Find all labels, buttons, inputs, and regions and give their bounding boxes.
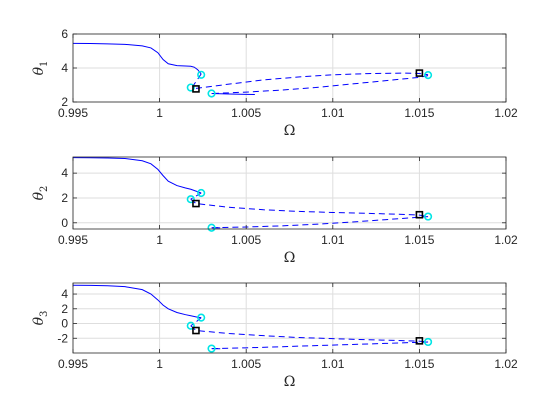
x-tick-label-4: 1.015 <box>404 233 434 247</box>
y-axis-label: θ2 <box>31 186 50 201</box>
hopf-marker-4 <box>423 212 433 221</box>
hopf-marker-3 <box>207 223 216 232</box>
x-tick-label-3: 1.01 <box>321 106 345 120</box>
y-tick-label-1: 0 <box>61 317 68 331</box>
x-tick-label-5: 1.02 <box>494 106 518 120</box>
y-axis-label-subscript: 2 <box>39 186 50 192</box>
x-tick-label-3: 1.01 <box>321 357 345 371</box>
y-axis-label-symbol: θ <box>31 66 47 75</box>
series-line-1 <box>73 157 202 194</box>
hopf-marker-3 <box>207 344 216 353</box>
y-axis-label-subscript: 3 <box>39 311 50 317</box>
y-tick-label-2: 2 <box>61 302 68 316</box>
hopf-marker-1 <box>197 70 206 79</box>
series-line-3 <box>195 72 429 89</box>
hopf-marker-2 <box>186 83 195 92</box>
fold-marker-2 <box>415 69 424 77</box>
x-tick-label-3: 1.01 <box>321 233 345 247</box>
y-axis-label: θ3 <box>31 311 50 326</box>
series-group <box>73 284 429 350</box>
x-tick-label-1: 1 <box>156 106 163 120</box>
x-tick-label-4: 1.015 <box>404 106 434 120</box>
series-line-2 <box>190 317 202 327</box>
axes-box <box>72 156 507 230</box>
series-line-1 <box>73 42 202 75</box>
series-line-3 <box>190 325 429 343</box>
x-tick-label-5: 1.02 <box>494 357 518 371</box>
hopf-marker-4 <box>423 71 433 80</box>
series-line-1 <box>73 284 202 319</box>
y-axis-label: θ1 <box>31 61 50 76</box>
fold-marker-2 <box>415 210 424 219</box>
x-axis-label: Ω <box>284 250 296 266</box>
x-tick-label-0: 0.995 <box>58 106 88 120</box>
x-tick-label-1: 1 <box>156 233 163 247</box>
fold-marker-1 <box>192 85 200 93</box>
x-tick-label-0: 0.995 <box>58 357 88 371</box>
series-line-4 <box>211 75 429 94</box>
y-axis-label-symbol: θ <box>31 191 47 200</box>
fold-marker-2 <box>415 337 424 345</box>
plot-area <box>73 157 506 229</box>
y-tick-label-2: 6 <box>61 27 68 41</box>
y-axis-label-symbol: θ <box>31 316 47 325</box>
y-tick-label-0: 2 <box>61 95 68 109</box>
x-tick-label-2: 1.005 <box>231 106 261 120</box>
x-axis-label: Ω <box>284 123 296 139</box>
axes-box <box>72 282 507 354</box>
series-line-4 <box>211 341 429 350</box>
x-tick-label-1: 1 <box>156 357 163 371</box>
hopf-marker-2 <box>186 321 195 330</box>
fold-marker-1 <box>192 199 200 208</box>
plot-area <box>73 283 506 353</box>
x-tick-label-2: 1.005 <box>231 357 261 371</box>
hopf-marker-3 <box>207 89 216 98</box>
x-tick-label-0: 0.995 <box>58 233 88 247</box>
y-tick-label-0: -2 <box>57 331 68 345</box>
hopf-marker-2 <box>186 195 195 204</box>
y-tick-label-3: 4 <box>61 287 68 301</box>
x-tick-label-2: 1.005 <box>231 233 261 247</box>
series-line-5 <box>211 93 255 96</box>
x-axis-label: Ω <box>284 374 296 390</box>
series-group <box>73 157 429 229</box>
fold-marker-1 <box>192 326 200 335</box>
hopf-marker-1 <box>197 188 206 198</box>
y-tick-label-1: 2 <box>61 191 68 205</box>
hopf-marker-1 <box>197 313 206 322</box>
y-tick-label-0: 0 <box>61 216 68 230</box>
y-axis-label-subscript: 1 <box>39 61 50 67</box>
series-line-2 <box>190 192 202 200</box>
series-line-4 <box>211 216 429 229</box>
x-tick-label-4: 1.015 <box>404 357 434 371</box>
hopf-marker-4 <box>423 337 433 347</box>
x-tick-label-5: 1.02 <box>494 233 518 247</box>
y-tick-label-1: 4 <box>61 61 68 75</box>
series-line-3 <box>190 198 429 218</box>
y-tick-label-2: 4 <box>61 166 68 180</box>
